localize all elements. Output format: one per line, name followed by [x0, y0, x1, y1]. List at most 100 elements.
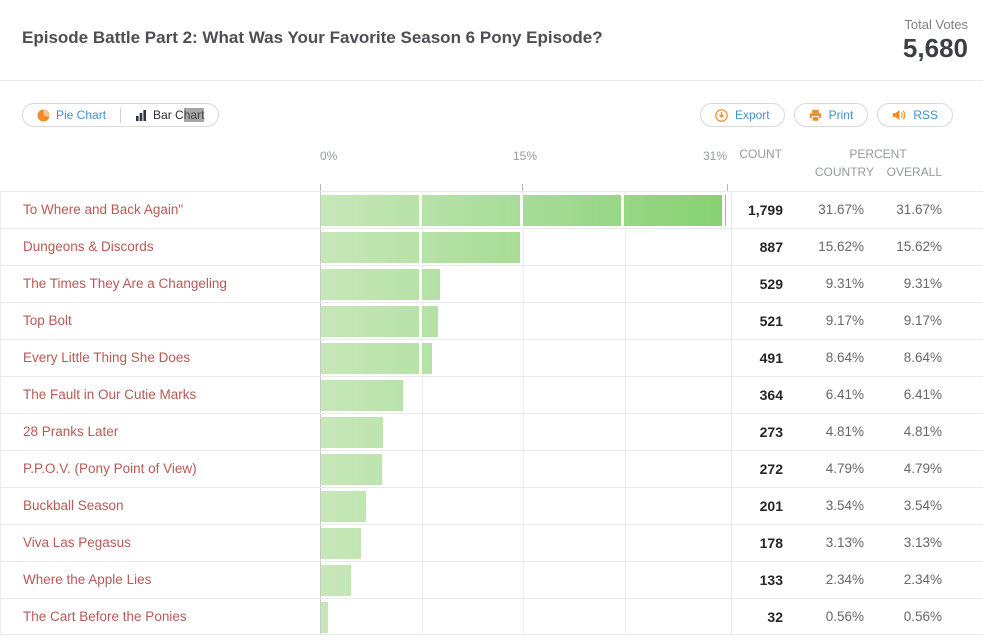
vote-bar: [321, 306, 439, 337]
total-votes-value: 5,680: [902, 33, 968, 63]
bar-cell: [319, 599, 731, 634]
chart-type-toggle: Pie Chart Bar Chart: [22, 103, 220, 127]
percent-country: 15.62%: [818, 239, 864, 254]
percent-overall: 3.13%: [903, 535, 942, 550]
pie-chart-button[interactable]: Pie Chart: [23, 104, 120, 126]
episode-label: The Cart Before the Ponies: [23, 609, 187, 624]
episode-label: Every Little Thing She Does: [23, 350, 191, 365]
vote-count: 364: [759, 387, 783, 403]
vote-bar: [321, 602, 329, 633]
table-row: P.P.O.V. (Pony Point of View) 272 4.79% …: [1, 450, 983, 487]
vote-count: 178: [759, 535, 783, 551]
bar-cell: [319, 414, 731, 450]
episode-label: The Fault in Our Cutie Marks: [23, 387, 197, 402]
bar-cell: [319, 525, 731, 561]
axis-tick-mark: [522, 184, 523, 191]
percent-overall: 8.64%: [903, 350, 942, 365]
vote-bar: [321, 565, 351, 596]
axis-tick-mark: [320, 184, 321, 191]
percent-overall: 4.81%: [903, 424, 942, 439]
axis-tick-label-0: 0%: [320, 149, 338, 163]
vote-bar: [321, 269, 441, 300]
column-header-overall: OVERALL: [886, 165, 942, 179]
percent-country: 6.41%: [825, 387, 864, 402]
vote-count: 491: [759, 350, 783, 366]
pie-chart-icon: [37, 109, 50, 122]
vote-count: 529: [759, 276, 783, 292]
table-row: Dungeons & Discords 887 15.62% 15.62%: [1, 228, 983, 265]
total-votes-block: Total Votes 5,680: [903, 17, 968, 64]
export-button[interactable]: Export: [699, 103, 785, 127]
table-row: Every Little Thing She Does 491 8.64% 8.…: [1, 339, 983, 376]
export-label: Export: [734, 108, 770, 122]
bar-cell: [319, 192, 731, 228]
page-title: Episode Battle Part 2: What Was Your Fav…: [22, 28, 603, 47]
table-row: Buckball Season 201 3.54% 3.54%: [1, 487, 983, 524]
table-row: The Fault in Our Cutie Marks 364 6.41% 6…: [1, 376, 983, 413]
print-button[interactable]: Print: [793, 103, 869, 127]
table-row: Viva Las Pegasus 178 3.13% 3.13%: [1, 524, 983, 561]
table-header: 0% 15% 31% COUNT PERCENT COUNTRY OVERALL: [0, 142, 983, 191]
percent-country: 9.17%: [825, 313, 864, 328]
vote-count: 133: [759, 572, 783, 588]
vote-bar: [321, 380, 403, 411]
bar-chart-icon: [135, 109, 147, 121]
percent-country: 4.81%: [825, 424, 864, 439]
bar-chart-button[interactable]: Bar Chart: [121, 104, 218, 126]
percent-country: 9.31%: [825, 276, 864, 291]
bar-cell: [319, 488, 731, 524]
episode-label: Dungeons & Discords: [23, 239, 154, 254]
episode-label: Top Bolt: [23, 313, 72, 328]
vote-bar: [321, 454, 383, 485]
percent-country: 3.13%: [825, 535, 864, 550]
vote-count: 521: [759, 313, 783, 329]
vote-bar: [321, 491, 367, 522]
vote-bar: [321, 232, 521, 263]
percent-country: 8.64%: [825, 350, 864, 365]
percent-overall: 4.79%: [903, 461, 942, 476]
rss-button[interactable]: RSS: [877, 103, 953, 127]
rss-label: RSS: [913, 108, 938, 122]
table-row: Where the Apple Lies 133 2.34% 2.34%: [1, 561, 983, 598]
vote-bar: [321, 195, 726, 226]
speaker-icon: [892, 109, 906, 121]
percent-overall: 2.34%: [903, 572, 942, 587]
percent-country: 31.67%: [818, 202, 864, 217]
print-label: Print: [828, 108, 854, 122]
percent-country: 3.54%: [825, 498, 864, 513]
table-row: Top Bolt 521 9.17% 9.17%: [1, 302, 983, 339]
percent-overall: 31.67%: [896, 202, 942, 217]
bar-cell: [319, 229, 731, 265]
episode-label: Viva Las Pegasus: [23, 535, 131, 550]
vote-count: 272: [759, 461, 783, 477]
episode-label: P.P.O.V. (Pony Point of View): [23, 461, 197, 476]
percent-country: 2.34%: [825, 572, 864, 587]
vote-bar: [321, 343, 432, 374]
episode-label: Where the Apple Lies: [23, 572, 152, 587]
column-header-percent: PERCENT: [849, 147, 907, 161]
printer-icon: [809, 109, 822, 122]
results-table: To Where and Back Again" 1,799 31.67% 31…: [0, 191, 983, 635]
table-row: To Where and Back Again" 1,799 31.67% 31…: [1, 191, 983, 228]
axis-tick-mark: [727, 184, 728, 191]
percent-overall: 6.41%: [903, 387, 942, 402]
percent-overall: 9.17%: [903, 313, 942, 328]
percent-overall: 3.54%: [903, 498, 942, 513]
axis-tick-label-15: 15%: [512, 149, 538, 163]
bar-cell: [319, 303, 731, 339]
episode-label: The Times They Are a Changeling: [23, 276, 227, 291]
table-row: 28 Pranks Later 273 4.81% 4.81%: [1, 413, 983, 450]
bar-cell: [319, 377, 731, 413]
bar-cell: [319, 266, 731, 302]
bar-chart-label: Bar Chart: [153, 108, 205, 122]
percent-overall: 9.31%: [903, 276, 942, 291]
table-row: The Times They Are a Changeling 529 9.31…: [1, 265, 983, 302]
percent-overall: 15.62%: [896, 239, 942, 254]
vote-count: 201: [759, 498, 783, 514]
toggle-divider: [120, 107, 122, 123]
action-buttons: Export Print: [699, 103, 953, 127]
bar-cell: [319, 562, 731, 598]
total-votes-label: Total Votes: [904, 17, 968, 32]
vote-bar: [321, 417, 383, 448]
